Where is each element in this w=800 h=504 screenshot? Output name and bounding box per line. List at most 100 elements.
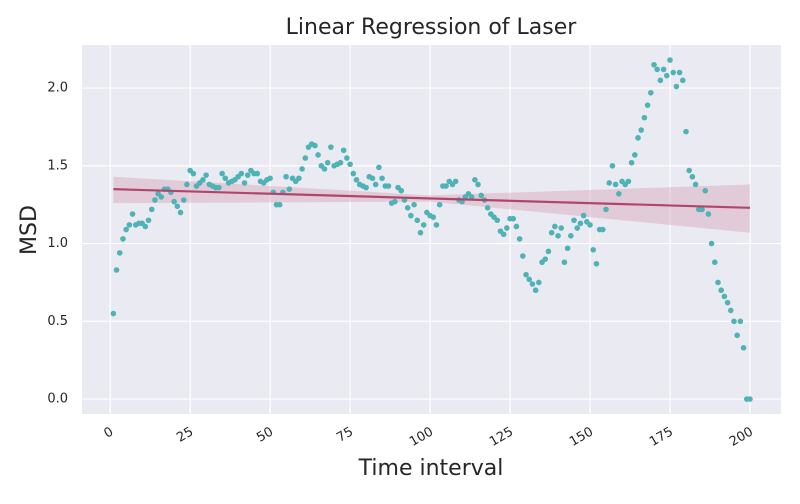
data-point	[216, 184, 222, 191]
regression-line	[113, 188, 751, 209]
data-point	[686, 167, 692, 174]
data-point	[520, 253, 526, 259]
data-point	[692, 181, 699, 188]
data-point	[654, 66, 660, 73]
data-point	[663, 72, 670, 79]
data-point	[392, 198, 398, 205]
data-point	[328, 144, 334, 150]
data-point	[267, 175, 273, 182]
data-point	[379, 175, 385, 182]
x-tick-label: 25	[174, 424, 196, 445]
x-tick-label: 125	[487, 424, 516, 449]
data-point	[651, 61, 657, 68]
plot-area	[82, 45, 781, 414]
data-point	[296, 175, 302, 182]
data-point	[116, 250, 123, 256]
data-point	[564, 245, 571, 252]
data-point	[433, 222, 440, 228]
data-point	[414, 217, 421, 224]
data-point	[657, 77, 664, 84]
data-point	[110, 310, 117, 317]
data-point	[468, 194, 475, 200]
data-point	[632, 152, 638, 158]
data-point	[628, 159, 635, 166]
data-point	[494, 217, 501, 224]
data-point	[545, 248, 552, 255]
data-point	[577, 220, 584, 227]
data-point	[254, 170, 261, 177]
data-point	[436, 201, 443, 208]
data-point	[344, 155, 350, 161]
data-point	[241, 180, 248, 186]
data-point	[244, 172, 251, 178]
data-point	[158, 194, 165, 200]
data-point	[587, 222, 593, 228]
data-point	[363, 184, 369, 191]
data-point	[369, 175, 376, 182]
data-point	[500, 231, 507, 238]
data-point	[683, 128, 689, 135]
data-point	[475, 181, 481, 188]
data-point	[200, 177, 206, 183]
data-point	[600, 226, 606, 233]
data-point	[670, 69, 676, 76]
y-tick-label: 1.5	[47, 158, 68, 173]
data-point	[548, 229, 555, 236]
data-point	[286, 186, 293, 192]
data-point	[523, 271, 529, 278]
x-tick-label: 150	[567, 424, 596, 449]
data-point	[152, 197, 158, 203]
y-tick-label: 0.0	[47, 392, 68, 407]
data-point	[420, 222, 427, 228]
data-point	[561, 259, 568, 266]
data-point	[737, 318, 744, 325]
data-point	[635, 135, 641, 141]
data-point	[126, 222, 133, 228]
data-point	[283, 173, 289, 180]
data-point	[347, 161, 353, 168]
y-tick-label: 2.0	[47, 81, 68, 96]
data-point	[580, 212, 587, 219]
data-point	[174, 203, 181, 210]
data-point	[145, 217, 152, 224]
data-point	[536, 279, 542, 286]
data-point	[702, 187, 708, 194]
data-point	[513, 223, 520, 230]
data-point	[504, 225, 510, 231]
data-point	[276, 201, 283, 208]
data-point	[552, 223, 558, 230]
data-point	[641, 114, 648, 121]
data-point	[644, 102, 651, 108]
x-tick-label: 0	[101, 424, 116, 441]
data-point	[472, 177, 478, 183]
data-point	[385, 183, 392, 189]
data-point	[142, 223, 149, 230]
data-point	[705, 211, 712, 217]
data-point	[529, 281, 536, 287]
data-point	[129, 211, 136, 217]
data-point	[113, 267, 120, 273]
x-tick-label: 175	[647, 424, 676, 449]
data-point	[404, 205, 411, 211]
data-point	[408, 212, 414, 219]
data-point	[721, 293, 728, 300]
chart-title: Linear Regression of Laser	[286, 15, 578, 40]
data-point	[647, 89, 654, 96]
data-point	[238, 170, 245, 177]
data-point	[715, 279, 721, 286]
data-point	[734, 332, 740, 339]
data-point	[603, 206, 609, 213]
data-point	[590, 246, 597, 253]
data-point	[177, 209, 184, 216]
data-point	[302, 155, 309, 161]
data-point	[689, 173, 696, 180]
data-point	[612, 181, 619, 188]
data-point	[676, 69, 683, 76]
data-point	[740, 344, 747, 351]
y-axis-label: MSD	[17, 205, 42, 255]
data-point	[203, 172, 209, 178]
data-point	[219, 170, 225, 177]
data-point	[372, 181, 379, 188]
data-point	[571, 217, 577, 224]
